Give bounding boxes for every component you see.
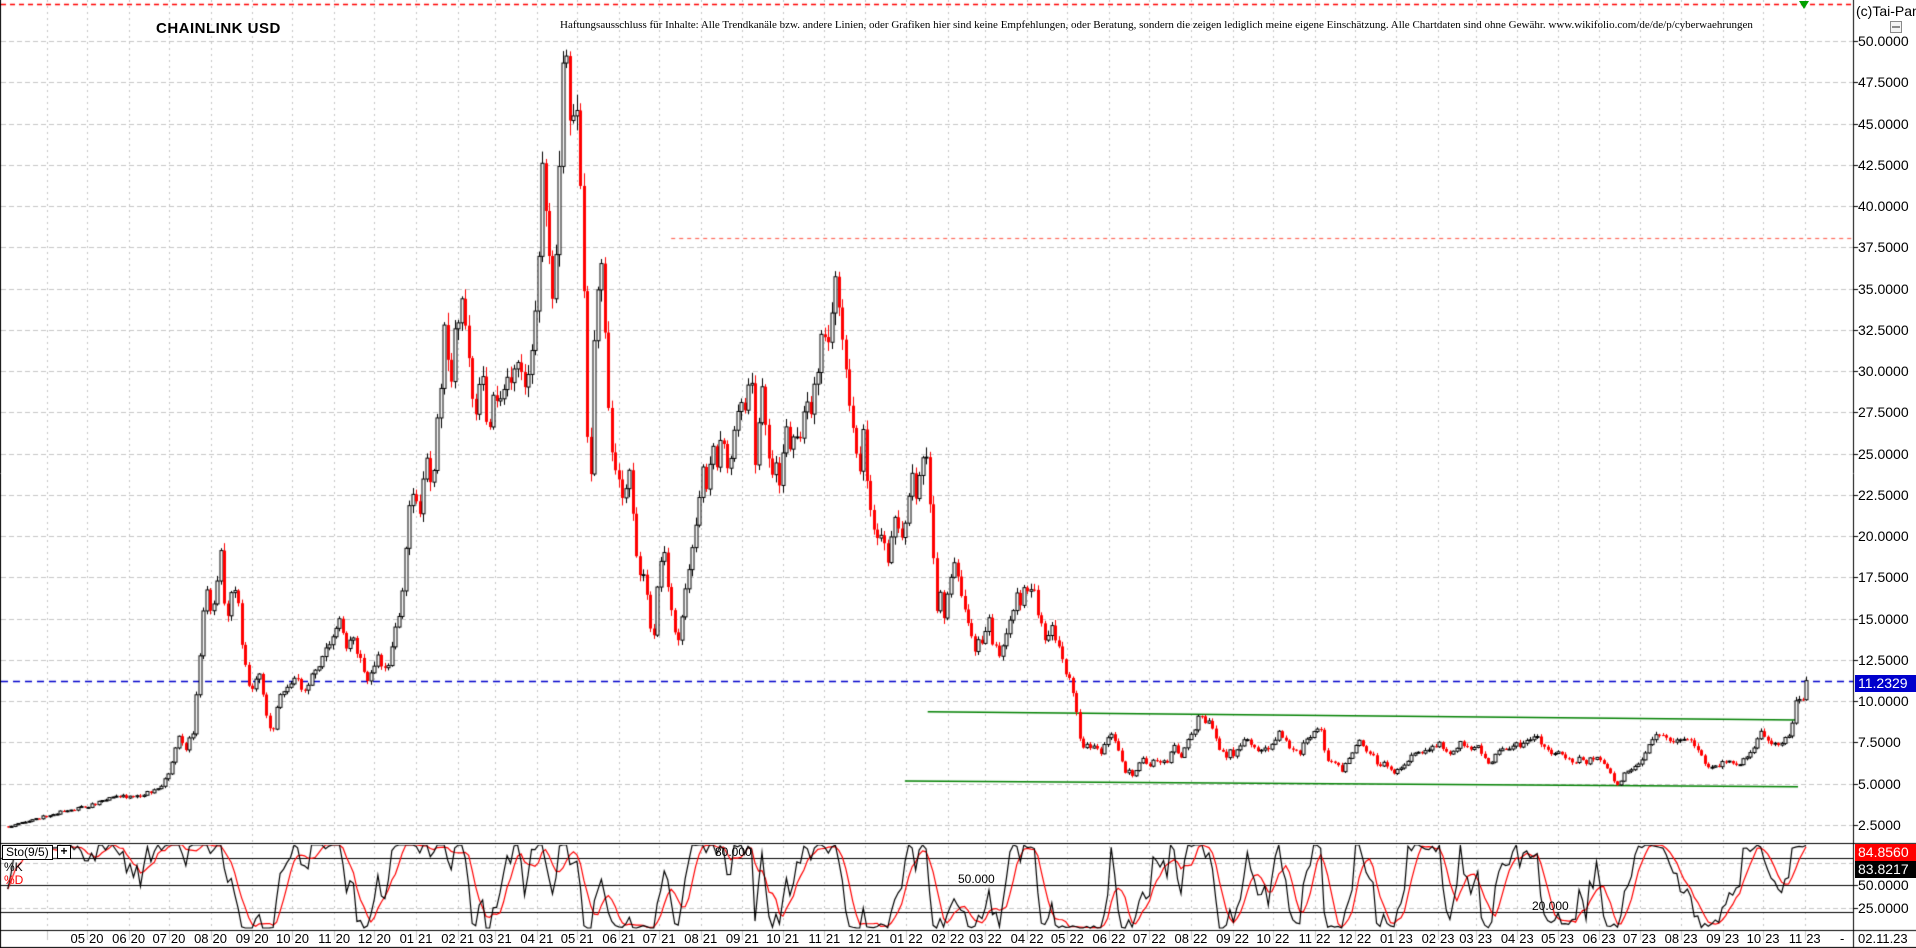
date-axis-label: 09 21 xyxy=(725,931,759,946)
price-axis-label: 45.0000 xyxy=(1858,115,1909,132)
date-axis-label: 11 21 xyxy=(808,931,841,946)
date-axis-label: 06 22 xyxy=(1092,931,1126,946)
date-axis-label: 03 22 xyxy=(968,931,1002,946)
date-axis-label: 01 22 xyxy=(889,931,923,946)
date-axis-label: 01 21 xyxy=(399,931,433,946)
date-axis-label: 05 22 xyxy=(1050,931,1084,946)
percent-d-label: %D xyxy=(4,873,24,887)
price-axis-label: 47.5000 xyxy=(1858,74,1909,91)
percent-k-label: %K xyxy=(4,860,23,874)
date-axis-label: 09 20 xyxy=(235,931,269,946)
date-axis-label: 06 21 xyxy=(602,931,636,946)
date-axis-label: 08 22 xyxy=(1174,931,1208,946)
date-axis-label: 05 23 xyxy=(1541,931,1575,946)
date-axis-label: 10 22 xyxy=(1256,931,1290,946)
price-axis-label: 17.5000 xyxy=(1858,569,1909,586)
price-axis-label: 32.5000 xyxy=(1858,321,1909,338)
stochastic-axis-label: 25.0000 xyxy=(1858,899,1909,916)
date-axis-label: 07 23 xyxy=(1623,931,1656,946)
stochastic-level-label: 20.000 xyxy=(1532,899,1569,913)
date-axis-label: 04 21 xyxy=(520,931,554,946)
date-axis-label: 06 20 xyxy=(112,931,146,946)
date-axis-label: 03 23 xyxy=(1459,931,1493,946)
date-axis-label: 04 23 xyxy=(1500,931,1534,946)
price-axis-label: 40.0000 xyxy=(1858,198,1909,214)
price-axis-label: 25.0000 xyxy=(1858,445,1909,462)
date-axis-label: 11 22 xyxy=(1298,931,1331,946)
date-axis-label: 07 20 xyxy=(152,931,186,946)
date-axis-label: 01 23 xyxy=(1379,931,1413,946)
date-axis-label: 12 22 xyxy=(1338,931,1372,946)
date-axis-label: 02 23 xyxy=(1421,931,1455,946)
stochastic-level-label: 50.000 xyxy=(958,872,995,886)
date-axis-label: 10 20 xyxy=(276,931,309,946)
stochastic-d-value-tag: 84.8560 xyxy=(1855,844,1916,861)
page-title: CHAINLINK USD xyxy=(156,20,281,37)
stochastic-axis-label: 50.0000 xyxy=(1858,877,1909,893)
price-axis-label: 2.5000 xyxy=(1858,816,1901,833)
date-axis-label: 12 20 xyxy=(357,931,391,946)
price-axis-label: 37.5000 xyxy=(1858,239,1909,256)
date-axis-label: 10 21 xyxy=(766,931,800,946)
indicator-name-button[interactable]: Sto(9/5) xyxy=(2,845,53,860)
disclaimer-text: Haftungsausschluss für Inhalte: Alle Tre… xyxy=(560,19,1753,31)
date-axis-label: 11 20 xyxy=(318,931,351,946)
date-axis-label: 07 22 xyxy=(1132,931,1166,946)
date-axis-label: 11 23 xyxy=(1788,931,1821,946)
alert-marker-icon xyxy=(1799,1,1809,9)
copyright-label: (c)Tai-Pan xyxy=(1856,3,1916,19)
date-axis-label: 03 21 xyxy=(478,931,512,946)
price-axis-label: 5.0000 xyxy=(1858,775,1901,792)
current-price-tag: 11.2329 xyxy=(1855,675,1916,692)
price-axis-label: 15.0000 xyxy=(1858,610,1909,627)
price-axis-label: 20.0000 xyxy=(1858,528,1909,544)
price-axis-label: 27.5000 xyxy=(1858,404,1909,421)
date-axis-label: 09 23 xyxy=(1706,931,1740,946)
date-axis-label: 04 22 xyxy=(1010,931,1044,946)
stochastic-k-value-tag: 83.8217 xyxy=(1855,861,1916,878)
date-axis-label: 02 22 xyxy=(931,931,965,946)
date-axis-label: 10 23 xyxy=(1746,931,1780,946)
price-axis-label: 12.5000 xyxy=(1858,651,1909,668)
date-axis-label: 07 21 xyxy=(642,931,676,946)
last-date-label: 02.11.23 xyxy=(1858,931,1908,946)
date-axis-label: 08 20 xyxy=(194,931,228,946)
date-axis-label: 02 21 xyxy=(441,931,475,946)
date-axis-label: 12 21 xyxy=(848,931,882,946)
date-axis-label: 05 21 xyxy=(560,931,594,946)
price-axis-label: 22.5000 xyxy=(1858,486,1909,503)
price-axis-label: 35.0000 xyxy=(1858,280,1909,297)
date-axis-label: 06 23 xyxy=(1582,931,1616,946)
panel-collapse-icon[interactable] xyxy=(1890,21,1902,33)
price-axis-label: 7.5000 xyxy=(1858,734,1901,751)
date-axis-separator: - xyxy=(1840,931,1845,946)
date-axis-label: 08 21 xyxy=(684,931,718,946)
date-axis-label: 08 23 xyxy=(1664,931,1698,946)
price-axis-label: 42.5000 xyxy=(1858,156,1909,173)
price-axis-label: 50.0000 xyxy=(1858,33,1909,49)
date-axis-label: 09 22 xyxy=(1216,931,1250,946)
add-indicator-button[interactable]: + xyxy=(57,845,71,859)
price-axis-label: 30.0000 xyxy=(1858,363,1909,379)
date-axis-label: 05 20 xyxy=(70,931,104,946)
price-axis-label: 10.0000 xyxy=(1858,693,1909,709)
stochastic-level-label: 80.000 xyxy=(715,845,752,859)
